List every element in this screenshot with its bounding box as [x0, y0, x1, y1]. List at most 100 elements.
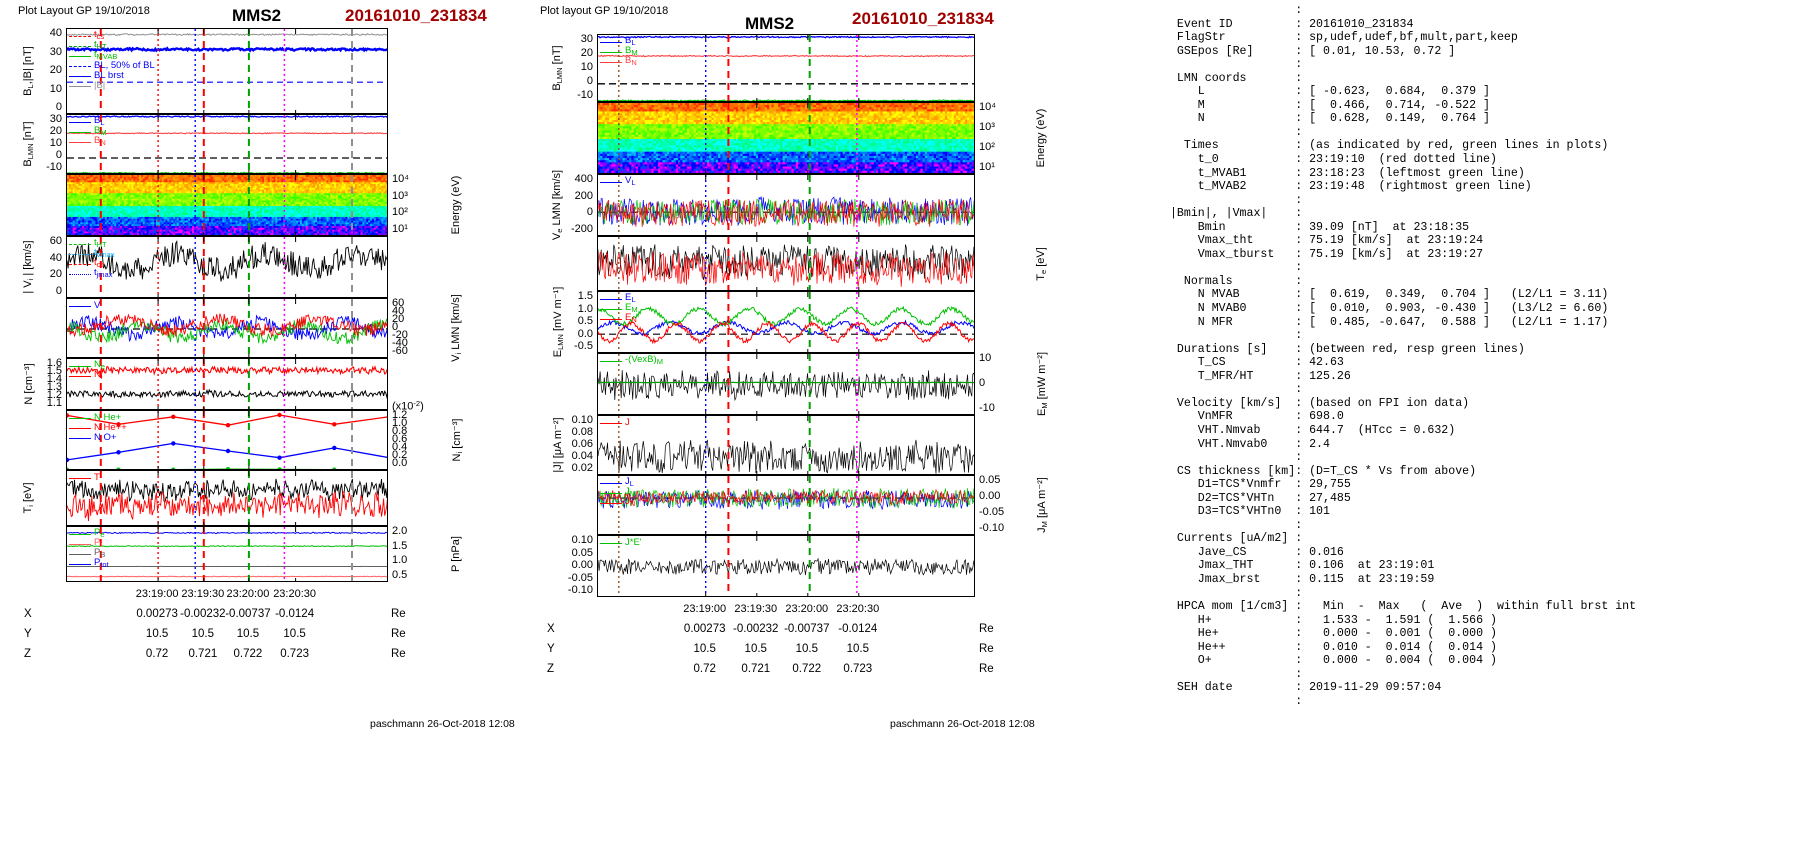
legend-row: N He+: [69, 413, 127, 423]
legend-row: BM: [600, 46, 638, 57]
left-panel-2-rtick: 10²: [392, 206, 408, 219]
info-line: :: [1163, 329, 1303, 343]
info-line: CS thickness [km]: (D=T_CS * Vs from abo…: [1163, 464, 1477, 478]
mid-panel-0[interactable]: [597, 34, 975, 102]
mid-coord-unit: Re: [979, 663, 994, 675]
left-coord-value: 10.5: [236, 628, 260, 640]
mid-panel-2-ytick: 200: [574, 189, 593, 202]
info-line: :: [1163, 4, 1303, 17]
legend-label: JL: [625, 476, 634, 488]
legend-label: BN: [625, 55, 637, 67]
left-panel-7[interactable]: [66, 470, 388, 526]
mid-panel-8[interactable]: [597, 535, 975, 597]
left-plot-header: Plot Layout GP 19/10/2018: [18, 5, 150, 17]
info-line: LMN coords :: [1163, 71, 1303, 85]
mid-panel-7-rtick: 0.00: [979, 490, 1001, 502]
mid-panel-8-ltick: -0.05: [567, 571, 593, 584]
legend-swatch: [69, 553, 91, 555]
left-panel-5-ytick: 1.2: [46, 389, 62, 401]
legend-label: EN: [625, 312, 637, 324]
legend-row: tHT: [69, 237, 115, 249]
left-panel-0[interactable]: [66, 28, 388, 114]
left-panel-2[interactable]: [66, 174, 388, 236]
left-panel-0-ytick: 30: [49, 45, 62, 58]
left-panel-1[interactable]: [66, 114, 388, 174]
mid-panel-0-ytick: 10: [580, 61, 593, 73]
legend-label: BL: [625, 35, 636, 47]
mid-coord-value: 0.722: [792, 663, 822, 675]
mid-panel-7[interactable]: [597, 475, 975, 535]
left-panel-4[interactable]: [66, 298, 388, 358]
legend-label: JM: [625, 486, 636, 498]
info-line: VHT.Nmvab0 : 2.4: [1163, 437, 1330, 451]
legend-swatch: [69, 121, 91, 123]
legend-swatch: [69, 427, 91, 429]
mid-panel-5[interactable]: [597, 353, 975, 415]
left-panel-5[interactable]: [66, 358, 388, 410]
left-panel-4-rtick: 0: [392, 321, 399, 333]
mid-panel-1[interactable]: [597, 102, 975, 174]
info-line: D2=TCS*VHTn : 27,485: [1163, 491, 1351, 505]
legend-row: Ne: [69, 359, 106, 371]
legend-swatch: [600, 502, 622, 504]
legend-swatch: [600, 492, 622, 494]
left-panel-8-rtick: 2.0: [392, 525, 408, 537]
left-panel-8-right-label: P [nPa]: [450, 536, 462, 572]
legend-row: T: [69, 473, 100, 483]
left-credit: paschmann 26-Oct-2018 12:08: [370, 718, 515, 730]
info-line: Vmax_tburst : 75.19 [km/s] at 23:19:27: [1163, 247, 1484, 261]
mid-panel-4-ytick: -0.5: [574, 340, 593, 352]
left-panel-4-canvas: [67, 299, 387, 357]
mid-panel-4-ytick: 1.5: [577, 290, 593, 302]
legend-row: JN: [600, 497, 636, 508]
legend-swatch: [600, 542, 622, 544]
left-panel-6[interactable]: [66, 410, 388, 470]
mid-xtick: 23:19:00: [683, 603, 727, 615]
left-panel-6-rtick: 0.8: [392, 425, 408, 437]
legend-label: BN: [94, 135, 106, 147]
legend-label: tvmax: [94, 247, 115, 259]
left-panel-8[interactable]: [66, 526, 388, 582]
legend-swatch: [69, 65, 91, 67]
legend-label: BL, 50% of BL: [94, 60, 155, 71]
mid-panel-6[interactable]: [597, 415, 975, 475]
left-panel-0-ytick: 40: [49, 27, 62, 39]
legend-row: BM: [69, 125, 107, 137]
info-line: :: [1163, 586, 1303, 600]
left-panel-3-ytick: 60: [49, 235, 62, 247]
legend-label: tHT: [94, 237, 107, 249]
left-panel-3[interactable]: [66, 236, 388, 298]
mid-panel-3[interactable]: [597, 236, 975, 291]
left-panel-8-rtick: 0.5: [392, 569, 408, 581]
legend-swatch: [69, 35, 91, 37]
left-coord-value: -0.00232: [180, 608, 226, 620]
legend-label: BM: [94, 125, 107, 137]
info-line: Times : (as indicated by red, green line…: [1163, 139, 1609, 153]
mid-coord-unit: Re: [979, 623, 994, 635]
mid-panel-8-ltick: 0.05: [571, 546, 593, 559]
mid-panel-5-rtick: 0: [979, 377, 986, 389]
mid-panel-4[interactable]: [597, 291, 975, 353]
mid-panel-1-rtick: 10¹: [979, 161, 995, 173]
left-panel-4-rtick: -20: [392, 329, 408, 341]
mid-panel-2-ytick: 0: [586, 206, 593, 219]
left-panel-4-rtick: 60: [392, 297, 405, 309]
mid-panel-0-legend: BL BM BN: [600, 35, 638, 67]
left-panel-2-rtick: 10⁴: [392, 173, 409, 185]
legend-label: Ne: [94, 359, 106, 371]
left-xtick: 23:20:00: [226, 588, 270, 600]
legend-label: Pi: [94, 537, 103, 549]
info-line: GSEpos [Re] : [ 0.01, 10.53, 0.72 ]: [1163, 44, 1456, 58]
mid-panel-2[interactable]: [597, 174, 975, 236]
info-line: Event ID : 20161010_231834: [1163, 17, 1414, 31]
left-panel-4-legend: V: [69, 301, 100, 311]
legend-label: tcs: [94, 29, 105, 41]
left-panel-0-ytick: 0: [55, 101, 62, 113]
left-panel-5-legend: Ne Ni: [69, 359, 106, 381]
info-line: :: [1163, 58, 1303, 72]
left-panel-2-canvas: [67, 175, 387, 235]
legend-swatch: [600, 318, 622, 320]
mid-panel-0-canvas: [598, 35, 974, 101]
legend-label: N He++: [94, 422, 127, 433]
legend-swatch: [69, 263, 91, 265]
